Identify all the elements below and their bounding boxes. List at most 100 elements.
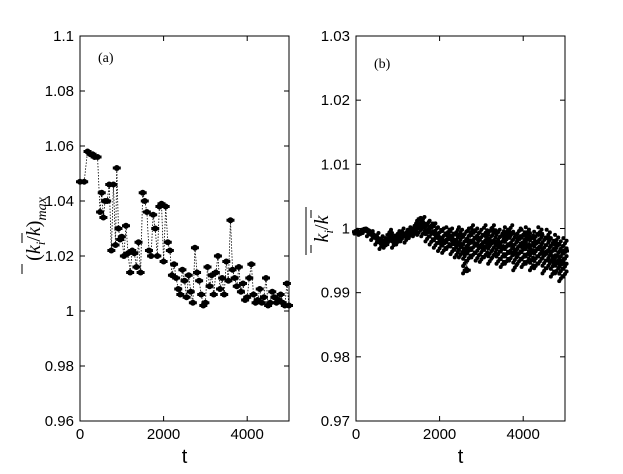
panel-a-connector bbox=[163, 206, 167, 262]
panel-a-y-tick-label: 1.08 bbox=[45, 83, 74, 100]
panel-a-connector bbox=[99, 192, 103, 213]
panel-a-connector bbox=[110, 184, 114, 251]
panel-a-connector bbox=[198, 280, 202, 295]
panel-a-y-tick-label: 1.06 bbox=[45, 138, 74, 155]
panel-a-y-tick-label: 0.96 bbox=[45, 413, 74, 430]
panel-a-y-axis-label: (ki/k)max bbox=[21, 196, 50, 274]
panel-b-connector bbox=[466, 241, 470, 271]
panel-a-connector bbox=[192, 247, 196, 303]
panel-b-band-point bbox=[558, 239, 563, 244]
panel-a-frame bbox=[79, 35, 290, 422]
panel-b-x-ticks: 0 2000 4000 bbox=[352, 36, 540, 443]
panel-b-y-axis-label: ki/k bbox=[305, 207, 336, 255]
panel-a-connector bbox=[125, 225, 129, 254]
panel-b-band-point bbox=[444, 225, 449, 230]
panel-a-connector bbox=[127, 253, 131, 273]
panel-b-connector bbox=[426, 226, 432, 232]
panel-a-connector bbox=[238, 266, 242, 292]
panel-a-x-axis-label: t bbox=[182, 446, 188, 468]
panel-a-connector bbox=[213, 272, 217, 295]
panel-b-y-tick-label: 1.03 bbox=[321, 28, 350, 45]
panel-b-y-tick-label: 1.02 bbox=[321, 92, 350, 109]
panel-a-connector bbox=[217, 255, 221, 290]
panel-a-connector bbox=[108, 184, 112, 251]
panel-b-band-point bbox=[502, 225, 507, 230]
panel-a-connector bbox=[116, 167, 119, 229]
panel-a-points bbox=[76, 148, 293, 309]
panel-b-band-point bbox=[471, 223, 476, 228]
panel-b-points bbox=[352, 215, 569, 274]
panel-b-y-tick-label: 1.01 bbox=[321, 156, 350, 173]
panel-a-connector bbox=[227, 220, 231, 281]
panel-a-connector bbox=[115, 167, 118, 246]
panel-a-x-tick-label: 2000 bbox=[147, 426, 180, 443]
panel-b-band-point bbox=[376, 230, 381, 235]
panel-a-connector bbox=[173, 264, 177, 279]
panel-b-band-point bbox=[561, 236, 566, 241]
panel-b-band-point bbox=[553, 232, 558, 237]
panel-a-connector bbox=[113, 184, 116, 246]
panel-b-band-point bbox=[556, 235, 561, 240]
panel-b-band-point bbox=[483, 223, 488, 228]
panel-b-band-point bbox=[523, 225, 528, 230]
panel-a-connector bbox=[194, 247, 198, 273]
panel-a-connector bbox=[97, 156, 101, 213]
panel-b-connector bbox=[560, 250, 566, 264]
panel-a-connector bbox=[123, 225, 127, 257]
panel-a-y-tick-label: 1.02 bbox=[45, 248, 74, 265]
panel-b-connector bbox=[460, 234, 466, 253]
panel-b-band-point bbox=[497, 227, 502, 232]
panel-a-connector bbox=[286, 283, 290, 306]
panel-a-connector bbox=[177, 288, 181, 295]
panel-a-connector bbox=[223, 261, 227, 295]
panel-a-connector bbox=[273, 297, 277, 303]
panel-b-band-point bbox=[491, 223, 496, 228]
panel-b-band-point bbox=[564, 238, 569, 243]
panel-b-connector bbox=[556, 244, 562, 264]
panel-b-band-point bbox=[436, 225, 440, 230]
panel-b-y-tick-label: 0.99 bbox=[321, 285, 350, 302]
panel-a-connector bbox=[278, 294, 282, 301]
panel-a-x-ticks: 0 2000 4000 bbox=[76, 36, 264, 443]
panel-a-connector bbox=[154, 228, 158, 257]
panel-a: 0 2000 4000 0.96 0.98 1 1.02 1.04 1.06 1.08 1.1 (… bbox=[21, 28, 293, 468]
panel-a-connector bbox=[165, 206, 169, 243]
panel-b-connector bbox=[439, 237, 445, 243]
panel-a-connector bbox=[248, 264, 252, 279]
panel-b-band-point bbox=[401, 226, 406, 231]
panel-a-connector bbox=[133, 253, 137, 268]
panel-b-y-tick-label: 0.97 bbox=[321, 413, 350, 430]
panel-b-connector bbox=[368, 230, 373, 236]
panel-b-band-point bbox=[510, 223, 515, 228]
panel-a-y-tick-label: 0.98 bbox=[45, 358, 74, 375]
panel-a-connector bbox=[83, 151, 88, 182]
panel-b-connector bbox=[405, 231, 411, 237]
panel-b-band-point bbox=[460, 227, 465, 232]
panel-a-connector bbox=[101, 192, 104, 218]
panel-b-band-point bbox=[456, 225, 461, 230]
panel-b-band-point bbox=[544, 227, 549, 232]
panel-b-band-point bbox=[519, 227, 524, 232]
panel-a-connector bbox=[261, 297, 265, 303]
panel-a-connector bbox=[271, 291, 275, 298]
panel-a-connector bbox=[186, 275, 190, 298]
panel-a-connector bbox=[136, 242, 139, 268]
panel-b-band-point bbox=[389, 227, 394, 232]
panel-a-connector bbox=[161, 203, 164, 262]
panel-b-x-axis-label: t bbox=[458, 446, 464, 468]
panel-a-connector bbox=[236, 266, 240, 287]
panel-b-band-point bbox=[427, 218, 432, 223]
panel-b-band-point bbox=[539, 227, 544, 232]
panel-a-x-tick-label: 4000 bbox=[231, 426, 264, 443]
panel-a-connector bbox=[140, 192, 144, 273]
panel-b-connector bbox=[497, 242, 503, 249]
panel-a-connector bbox=[150, 214, 154, 257]
panel-b-band-point bbox=[564, 254, 569, 259]
panel-a-connector bbox=[230, 220, 233, 270]
panel-b-connector bbox=[547, 238, 553, 261]
panel-b-connector bbox=[510, 233, 516, 253]
svg-text:ki/k: ki/k bbox=[311, 214, 336, 242]
panel-a-y-tick-label: 1 bbox=[66, 303, 74, 320]
